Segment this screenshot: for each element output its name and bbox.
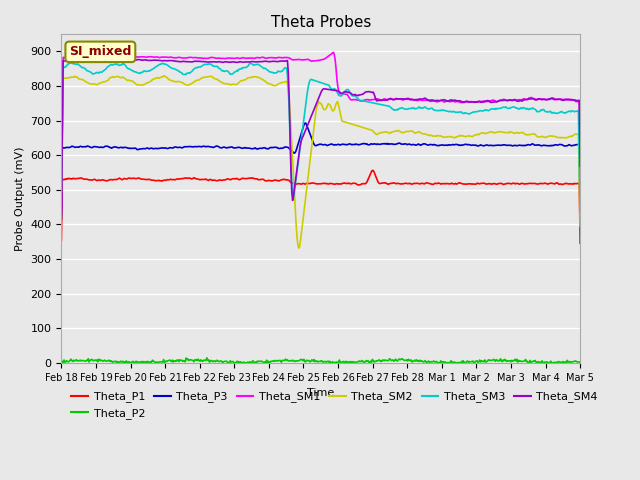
- Line: Theta_SM1: Theta_SM1: [61, 52, 580, 210]
- Theta_SM2: [192, 78, 200, 84]
- Theta_SM2: [160, 73, 168, 79]
- Theta_SM4: [449, 97, 457, 103]
- Theta_SM1: [405, 96, 413, 102]
- Theta_P1: [449, 181, 457, 187]
- Theta_P1: [191, 175, 198, 181]
- Theta_P1: [364, 179, 371, 184]
- Theta_SM2: [450, 135, 458, 141]
- Line: Theta_P3: Theta_P3: [61, 123, 580, 219]
- Theta_SM2: [406, 129, 413, 134]
- Theta_SM1: [449, 98, 457, 104]
- Theta_SM3: [405, 106, 413, 111]
- Theta_SM4: [150, 57, 158, 63]
- Theta_P2: [576, 360, 584, 365]
- Theta_SM1: [364, 96, 372, 102]
- Theta_SM3: [150, 65, 158, 71]
- Theta_SM4: [405, 96, 413, 101]
- Theta_SM3: [58, 183, 65, 189]
- Theta_P2: [406, 358, 413, 363]
- Theta_SM3: [449, 109, 457, 115]
- Theta_P2: [58, 359, 65, 364]
- Line: Theta_P2: Theta_P2: [61, 358, 580, 363]
- Theta_SM4: [58, 209, 65, 215]
- Theta_SM3: [364, 99, 372, 105]
- Theta_SM2: [293, 234, 301, 240]
- Theta_P1: [149, 177, 157, 183]
- Theta_P1: [405, 180, 413, 186]
- Theta_P2: [294, 358, 301, 364]
- Theta_SM1: [191, 55, 198, 60]
- Theta_SM4: [192, 59, 200, 64]
- Theta_SM1: [330, 49, 337, 55]
- Text: SI_mixed: SI_mixed: [69, 45, 132, 59]
- Legend: Theta_P1, Theta_P2, Theta_P3, Theta_SM1, Theta_SM2, Theta_SM3, Theta_SM4: Theta_P1, Theta_P2, Theta_P3, Theta_SM1,…: [67, 387, 602, 423]
- Theta_P2: [150, 359, 158, 364]
- Theta_P1: [292, 181, 300, 187]
- Theta_P2: [124, 360, 131, 366]
- Theta_P3: [58, 216, 65, 222]
- Theta_P3: [302, 120, 310, 126]
- Line: Theta_SM2: Theta_SM2: [61, 76, 580, 248]
- Line: Theta_SM4: Theta_SM4: [61, 60, 580, 212]
- Theta_P3: [405, 141, 413, 147]
- Theta_SM3: [68, 60, 76, 66]
- Theta_P2: [365, 360, 372, 365]
- Theta_P2: [450, 359, 458, 365]
- Theta_SM3: [293, 169, 301, 175]
- Theta_P1: [369, 168, 376, 173]
- Theta_P1: [576, 240, 584, 246]
- Theta_SM4: [576, 163, 584, 169]
- Theta_SM4: [100, 57, 108, 62]
- Theta_P3: [149, 146, 157, 152]
- Theta_SM2: [295, 245, 303, 251]
- Line: Theta_P1: Theta_P1: [61, 170, 580, 243]
- Theta_SM4: [364, 89, 372, 95]
- Line: Theta_SM3: Theta_SM3: [61, 63, 580, 212]
- Theta_SM2: [365, 126, 372, 132]
- Theta_P3: [576, 214, 584, 220]
- Theta_P3: [292, 148, 300, 154]
- Title: Theta Probes: Theta Probes: [271, 15, 371, 30]
- Theta_SM4: [293, 167, 301, 172]
- Theta_P3: [449, 142, 457, 147]
- Theta_P2: [192, 357, 200, 363]
- Theta_P3: [191, 144, 198, 149]
- Theta_SM3: [576, 209, 584, 215]
- Theta_SM2: [58, 190, 65, 195]
- Theta_SM2: [149, 76, 157, 82]
- Theta_SM1: [149, 54, 157, 60]
- Theta_P3: [364, 142, 372, 148]
- Theta_SM1: [58, 207, 65, 213]
- Theta_SM1: [576, 164, 584, 169]
- Theta_SM2: [576, 224, 584, 229]
- X-axis label: Time: Time: [307, 388, 335, 398]
- Theta_SM3: [192, 65, 200, 71]
- Theta_P1: [58, 238, 65, 243]
- Theta_P2: [203, 355, 211, 361]
- Y-axis label: Probe Output (mV): Probe Output (mV): [15, 146, 25, 251]
- Theta_SM1: [292, 57, 300, 62]
